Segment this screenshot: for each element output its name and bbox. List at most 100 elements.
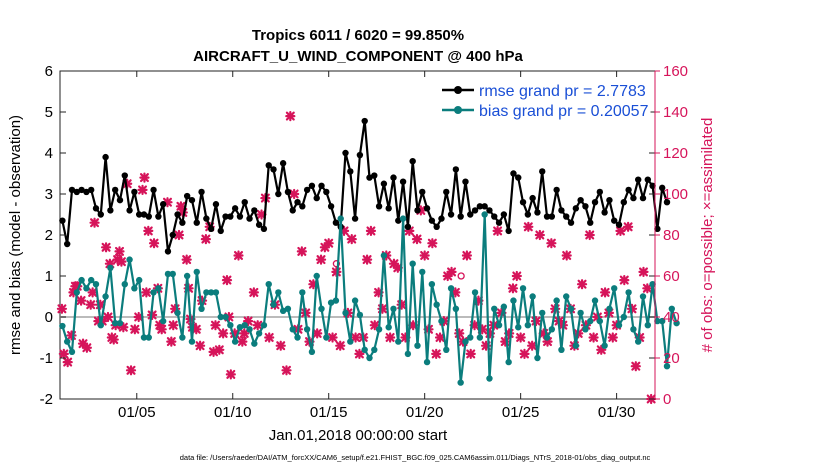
bias-point (534, 354, 541, 362)
legend-bias-label: bias grand pr = 0.20057 (479, 103, 649, 120)
rmse-point (227, 213, 234, 220)
obs-possible-marker (332, 260, 341, 268)
bias-point (371, 346, 378, 353)
obs-assimilated-marker (85, 299, 96, 310)
bias-point (462, 338, 469, 345)
rmse-point (135, 211, 143, 218)
bias-point (601, 342, 608, 349)
legend-rmse-label: rmse grand pr = 2.7783 (479, 83, 646, 100)
bias-point (495, 322, 503, 329)
bias-point (548, 326, 556, 333)
obs-assimilated-marker (615, 225, 626, 236)
rmse-point (404, 223, 412, 230)
rmse-point (83, 188, 90, 196)
obs-assimilated-marker (519, 348, 530, 359)
y2-tick-label: 40 (663, 309, 680, 326)
obs-assimilated-marker (315, 254, 327, 265)
bias-point (145, 334, 152, 341)
bias-point (260, 322, 268, 329)
rmse-point (385, 205, 392, 212)
rmse-point (92, 205, 100, 212)
obs-assimilated-marker (446, 266, 457, 277)
rmse-point (419, 188, 426, 196)
obs-assimilated-marker (148, 238, 160, 249)
bias-point (174, 309, 181, 317)
rmse-point (111, 186, 119, 194)
rmse-point (510, 170, 517, 177)
rmse-point (332, 219, 340, 226)
bias-point (529, 293, 536, 300)
obs-assimilated-marker (137, 184, 148, 195)
rmse-point (658, 184, 666, 192)
rmse-point (462, 178, 469, 185)
legend-rmse-marker (454, 86, 462, 94)
obs-assimilated-marker (312, 328, 323, 339)
bias-point (275, 289, 282, 296)
bias-point (361, 346, 368, 353)
bias-point (207, 289, 215, 296)
bias-point (73, 289, 80, 296)
obs-assimilated-marker (619, 275, 630, 286)
obs-assimilated-marker (225, 369, 236, 380)
bias-point (222, 313, 229, 321)
rmse-point (198, 188, 205, 196)
bias-point (126, 256, 133, 263)
bias-point (423, 358, 431, 366)
obs-assimilated-marker (465, 348, 476, 359)
rmse-point (361, 117, 368, 125)
obs-assimilated-marker (607, 332, 618, 343)
rmse-point (443, 188, 450, 196)
bias-point (611, 285, 618, 292)
rmse-point (414, 207, 421, 214)
rmse-point (582, 203, 589, 210)
obs-assimilated-marker (248, 287, 259, 298)
bias-point (246, 326, 253, 333)
plot-frame (59, 70, 656, 400)
x-axis: 01/05 01/10 01/15 01/20 01/25 01/30 (118, 71, 635, 421)
bias-point (308, 348, 316, 356)
obs-assimilated-marker (361, 254, 373, 265)
bias-point (587, 317, 594, 325)
rmse-point (299, 203, 306, 210)
bias-point (505, 358, 512, 366)
obs-assimilated-marker (166, 336, 177, 347)
rmse-point (577, 196, 584, 204)
bias-point (284, 305, 292, 312)
bias-point (111, 319, 119, 327)
bias-point (375, 326, 383, 333)
obs-assimilated-marker (515, 332, 526, 343)
obs-assimilated-marker (507, 283, 519, 294)
rmse-point (587, 219, 594, 226)
bias-point (385, 324, 392, 331)
obs-assimilated-marker (218, 328, 229, 339)
bias-point (606, 305, 613, 312)
bias-point (543, 334, 551, 341)
obs-assimilated-marker (239, 328, 250, 339)
obs-assimilated-marker (173, 229, 185, 241)
bias-series (59, 211, 680, 386)
rmse-point (380, 180, 388, 187)
bias-point (59, 322, 66, 330)
rmse-point (279, 160, 287, 167)
obs-assimilated-marker (285, 110, 296, 122)
obs-assimilated-marker (125, 365, 137, 376)
obs-assimilated-marker (87, 287, 98, 298)
bias-point (265, 281, 272, 288)
rmse-point (231, 205, 239, 212)
rmse-point (491, 213, 498, 220)
obs-assimilated-marker (365, 225, 377, 236)
obs-assimilated-marker (346, 234, 357, 245)
bias-point (299, 289, 306, 296)
bias-point (97, 322, 104, 329)
rmse-point (140, 211, 148, 218)
y-tick-label: 0 (45, 309, 53, 326)
rmse-point (193, 219, 200, 226)
rmse-point (155, 213, 162, 220)
rmse-point (515, 174, 522, 181)
rmse-point (222, 213, 229, 220)
bias-point (409, 260, 416, 267)
rmse-point (308, 182, 316, 189)
bias-point (414, 342, 421, 349)
obs-assimilated-marker (431, 348, 442, 359)
y2-tick-label: 0 (663, 391, 671, 408)
